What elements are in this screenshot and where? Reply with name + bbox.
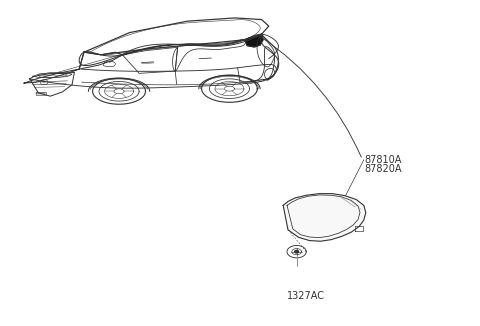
Polygon shape <box>283 194 366 241</box>
Circle shape <box>295 250 299 253</box>
Text: 87820A: 87820A <box>365 164 402 173</box>
Polygon shape <box>245 34 263 47</box>
Text: 87810A: 87810A <box>365 155 402 165</box>
Text: 1327AC: 1327AC <box>287 291 325 301</box>
